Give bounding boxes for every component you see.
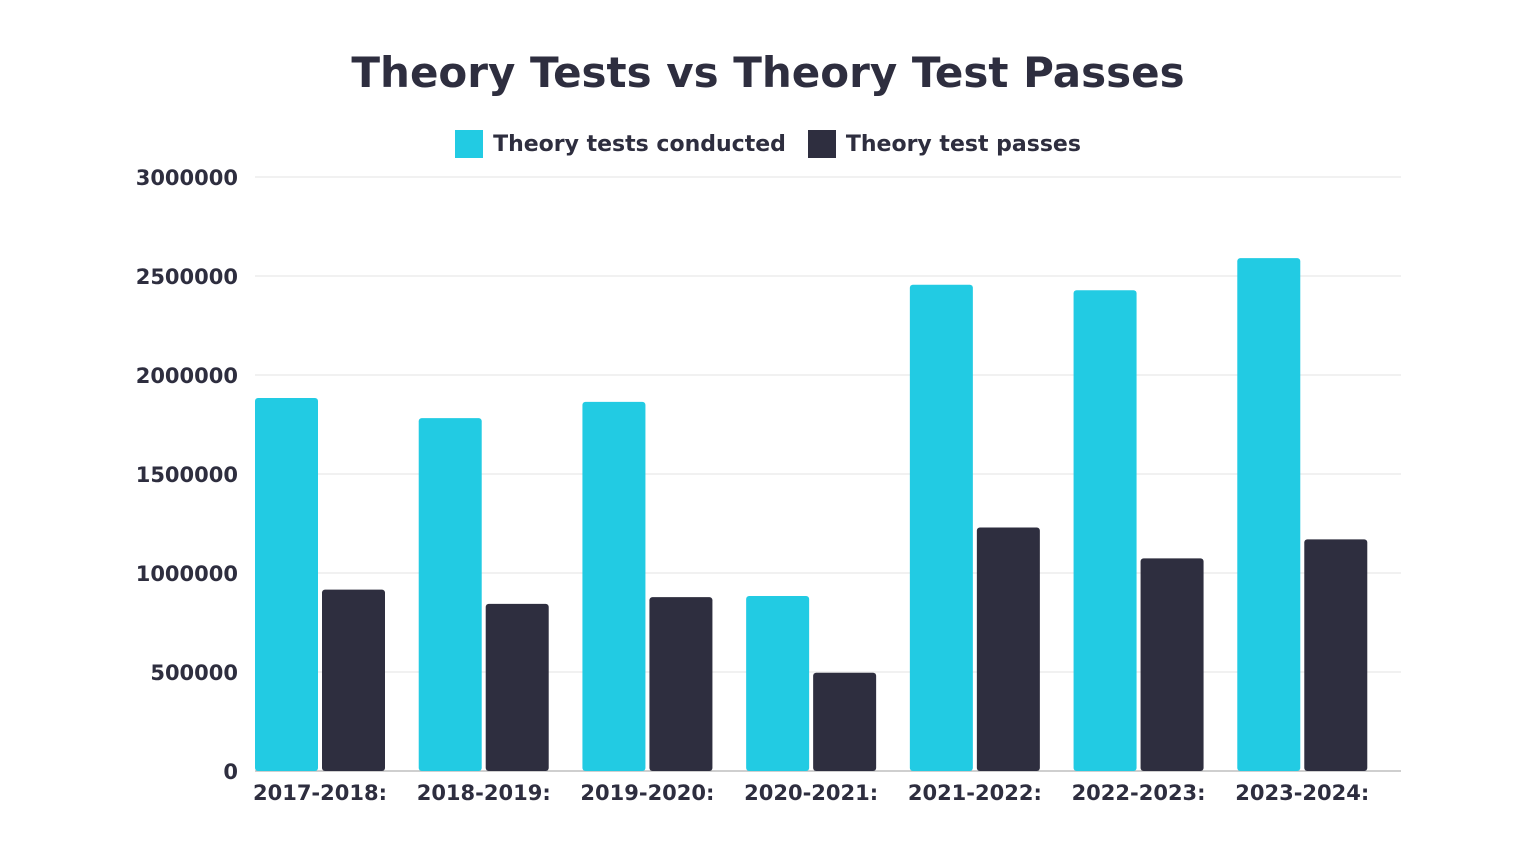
bar-conducted: [909, 284, 973, 771]
bar-passes: [1140, 558, 1204, 771]
legend-swatch-passes: [807, 130, 836, 158]
bar-conducted: [1237, 258, 1301, 771]
legend-item-conducted: Theory tests conducted: [455, 130, 786, 158]
bar-passes: [649, 597, 713, 771]
bar-conducted: [255, 397, 318, 771]
x-tick-label: 2018-2019:: [417, 781, 551, 805]
legend-swatch-conducted: [455, 130, 484, 158]
x-tick-label: 2023-2024:: [1235, 781, 1369, 805]
y-tick-label: 500000: [150, 661, 238, 685]
y-tick-label: 2000000: [136, 364, 238, 388]
y-tick-label: 3000000: [136, 166, 238, 190]
bar-passes: [813, 672, 877, 771]
legend-label-conducted: Theory tests conducted: [493, 131, 786, 157]
x-tick-label: 2022-2023:: [1072, 781, 1206, 805]
x-tick-label: 2017-2018:: [253, 781, 387, 805]
legend: Theory tests conducted Theory test passe…: [0, 130, 1536, 158]
y-tick-label: 1500000: [136, 463, 238, 487]
legend-label-passes: Theory test passes: [845, 131, 1081, 157]
x-tick-label: 2021-2022:: [908, 781, 1042, 805]
y-tick-label: 0: [223, 760, 238, 784]
x-tick-label: 2020-2021:: [744, 781, 878, 805]
bar-passes: [1304, 539, 1368, 771]
bar-passes: [485, 603, 549, 771]
bar-passes: [976, 527, 1040, 771]
y-tick-label: 2500000: [136, 265, 238, 289]
chart-title: Theory Tests vs Theory Test Passes: [351, 48, 1185, 97]
bar-conducted: [418, 418, 482, 771]
legend-item-passes: Theory test passes: [807, 130, 1081, 158]
bar-conducted: [1073, 290, 1137, 771]
y-tick-label: 1000000: [136, 562, 238, 586]
x-tick-label: 2019-2020:: [580, 781, 714, 805]
bar-conducted: [582, 401, 646, 771]
bar-conducted: [746, 595, 810, 771]
bar-passes: [322, 589, 385, 771]
